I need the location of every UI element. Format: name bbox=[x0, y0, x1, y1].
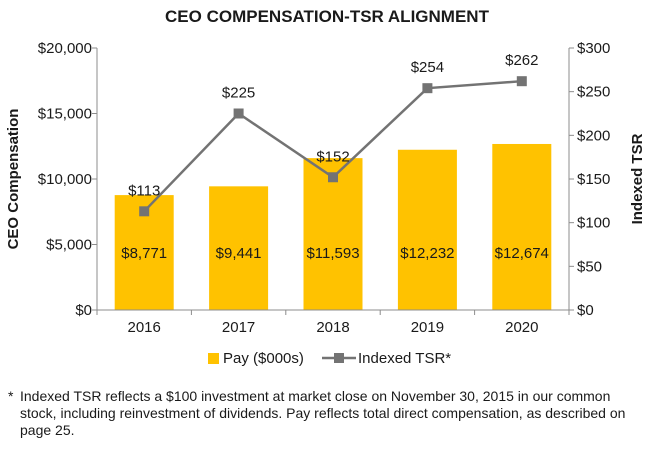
tsr-value-label: $262 bbox=[505, 52, 538, 69]
tsr-marker bbox=[328, 172, 338, 183]
pay-value-label: $11,593 bbox=[306, 245, 359, 262]
tsr-marker bbox=[233, 108, 244, 119]
tsr-marker bbox=[139, 206, 150, 217]
x-axis-tick-label: 2019 bbox=[411, 319, 444, 336]
pay-bar bbox=[303, 158, 363, 310]
legend-tsr-marker bbox=[334, 353, 344, 363]
tsr-marker bbox=[422, 83, 433, 94]
legend: Pay ($000s) Indexed TSR* bbox=[208, 350, 451, 367]
data-labels: $8,771 $9,441 $11,593 $12,232 $12,674 $113 $22… bbox=[121, 52, 549, 262]
left-axis-label: CEO Compensation bbox=[5, 109, 22, 250]
chart-title: CEO COMPENSATION-TSR ALIGNMENT bbox=[165, 7, 490, 26]
x-axis-tick-label: 2018 bbox=[316, 319, 349, 336]
left-axis-tick-label: $10,000 bbox=[38, 171, 92, 188]
left-axis-tick-label: $5,000 bbox=[46, 237, 92, 254]
x-axis-tick-label: 2016 bbox=[128, 319, 161, 336]
x-axis-tick-label: 2017 bbox=[222, 319, 255, 336]
legend-tsr-label: Indexed TSR* bbox=[358, 350, 451, 367]
left-axis-tick-label: $0 bbox=[75, 302, 92, 319]
tsr-value-label: $113 bbox=[128, 182, 160, 199]
right-axis-tick-label: $200 bbox=[577, 127, 610, 144]
pay-bar bbox=[492, 143, 552, 310]
x-axis-tick-label: 2020 bbox=[505, 319, 538, 336]
compensation-tsr-chart: CEO COMPENSATION-TSR ALIGNMENT CEO Compe… bbox=[5, 7, 646, 367]
right-axis-tick-label: $50 bbox=[577, 258, 602, 275]
tsr-value-label: $254 bbox=[411, 59, 444, 76]
right-axis-tick-label: $300 bbox=[577, 40, 610, 57]
legend-pay-swatch bbox=[208, 353, 219, 364]
pay-value-label: $12,674 bbox=[495, 245, 549, 262]
bar-series bbox=[114, 143, 552, 310]
right-axis-tick-label: $250 bbox=[577, 84, 610, 101]
right-axis-tick-label: $0 bbox=[577, 302, 594, 319]
left-axis-tick-label: $20,000 bbox=[38, 40, 92, 57]
pay-bar bbox=[209, 186, 269, 310]
pay-bar bbox=[397, 149, 457, 310]
pay-value-label: $9,441 bbox=[216, 245, 262, 262]
right-axis-tick-label: $150 bbox=[577, 171, 610, 188]
right-axis-tick-label: $100 bbox=[577, 215, 610, 232]
legend-pay-label: Pay ($000s) bbox=[223, 350, 304, 367]
footnote-marker: * bbox=[8, 388, 14, 404]
pay-value-label: $12,232 bbox=[400, 245, 454, 262]
footnote-text: Indexed TSR reflects a $100 investment a… bbox=[20, 388, 626, 438]
tsr-marker bbox=[516, 76, 527, 87]
left-axis-tick-label: $15,000 bbox=[38, 106, 92, 123]
footnote: * Indexed TSR reflects a $100 investment… bbox=[8, 388, 648, 439]
right-axis-label: Indexed TSR bbox=[629, 133, 646, 224]
tsr-value-label: $152 bbox=[316, 148, 349, 165]
line-series bbox=[139, 76, 527, 217]
axes: $0 $5,000 $10,000 $15,000 $20,000 $0 $50 $100 $1… bbox=[38, 40, 611, 336]
pay-value-label: $8,771 bbox=[121, 245, 167, 262]
tsr-value-label: $225 bbox=[222, 85, 255, 102]
